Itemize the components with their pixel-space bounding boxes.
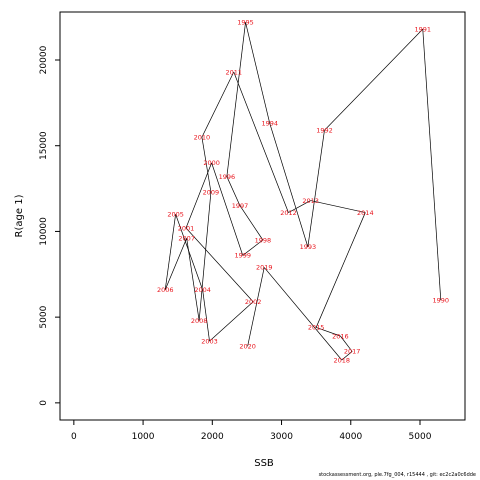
point-label-2010: 2010 (194, 133, 211, 141)
point-label-2015: 2015 (308, 324, 325, 332)
point-label-2005: 2005 (167, 211, 184, 219)
segment-2014-2015 (315, 212, 366, 328)
segment-1992-1993 (307, 130, 325, 247)
point-label-2020: 2020 (239, 343, 256, 351)
point-label-1992: 1992 (316, 127, 333, 135)
point-label-2007: 2007 (178, 235, 195, 243)
segment-2002-2003 (209, 301, 254, 342)
segment-1999-2000 (211, 162, 244, 256)
point-label-1990: 1990 (432, 296, 449, 304)
series-line (164, 22, 442, 361)
y-axis: 0 5000 10000 15000 20000 (39, 45, 61, 406)
y-tick-label: 15000 (39, 131, 49, 160)
point-label-2012: 2012 (280, 209, 297, 217)
y-tick-label: 0 (39, 400, 49, 406)
point-label-1997: 1997 (232, 202, 249, 210)
segment-2017-2018 (341, 351, 353, 361)
point-label-1999: 1999 (234, 252, 251, 260)
segment-1991-1992 (324, 28, 424, 131)
y-tick-label: 20000 (39, 45, 49, 74)
x-tick-label: 4000 (339, 432, 362, 442)
segment-2000-2001 (185, 162, 212, 229)
x-axis-title: SSB (254, 458, 274, 469)
point-label-2000: 2000 (203, 159, 220, 167)
y-tick-label: 5000 (39, 305, 49, 328)
point-label-2002: 2002 (245, 298, 262, 306)
point-label-2018: 2018 (333, 356, 350, 364)
segment-2016-2017 (340, 335, 353, 352)
point-label-2008: 2008 (191, 317, 208, 325)
segment-2015-2016 (316, 327, 341, 337)
point-label-1996: 1996 (219, 173, 236, 181)
segment-2005-2006 (164, 214, 176, 290)
x-tick-label: 3000 (270, 432, 293, 442)
x-tick-label: 0 (71, 432, 77, 442)
segment-2013-2014 (310, 200, 366, 213)
segment-1993-1994 (269, 123, 309, 247)
segment-1998-1999 (242, 239, 264, 256)
segment-2003-2004 (202, 289, 210, 342)
point-label-2016: 2016 (332, 332, 349, 340)
point-labels: 1990 1991 1992 1993 1994 1995 1996 1997 1998 1999… (157, 19, 449, 365)
segment-1994-1995 (245, 22, 271, 124)
x-tick-label: 5000 (409, 432, 432, 442)
segment-2019-2020 (247, 267, 265, 347)
point-label-1994: 1994 (261, 120, 278, 128)
segment-2007-2008 (186, 238, 200, 321)
segment-2012-2013 (288, 200, 311, 213)
x-tick-label: 2000 (201, 432, 224, 442)
segment-1996-1997 (226, 176, 241, 206)
x-tick-label: 1000 (132, 432, 155, 442)
segment-2008-2009 (198, 191, 212, 321)
plot-frame (59, 11, 466, 421)
y-tick-label: 10000 (39, 217, 49, 246)
point-label-2011: 2011 (225, 68, 242, 76)
segment-2006-2007 (164, 238, 188, 290)
segment-2009-2010 (201, 137, 212, 193)
point-label-2001: 2001 (178, 224, 195, 232)
footer-credit: stockassessment.org, ple.7fg_004, r15444… (318, 472, 476, 478)
point-label-1991: 1991 (414, 25, 431, 33)
segment-1995-1996 (226, 22, 246, 177)
y-axis-title: R(age 1) (14, 194, 25, 237)
point-label-2006: 2006 (157, 286, 174, 294)
segment-1997-1998 (239, 205, 264, 241)
point-label-2009: 2009 (203, 188, 220, 196)
point-label-2003: 2003 (201, 337, 218, 345)
point-label-2019: 2019 (256, 264, 273, 272)
point-label-2013: 2013 (302, 197, 319, 205)
segment-2010-2011 (201, 71, 235, 138)
point-label-1998: 1998 (255, 236, 272, 244)
point-label-2014: 2014 (357, 209, 374, 217)
point-label-1995: 1995 (237, 19, 254, 27)
point-label-2017: 2017 (344, 348, 361, 356)
x-axis: 0 1000 2000 3000 4000 5000 (71, 419, 432, 442)
segment-2001-2002 (185, 227, 254, 302)
segment-2018-2019 (263, 267, 343, 361)
segment-2011-2012 (233, 71, 289, 213)
point-label-1993: 1993 (300, 243, 317, 251)
point-label-2004: 2004 (194, 286, 211, 294)
segment-1990-1991 (422, 29, 442, 301)
